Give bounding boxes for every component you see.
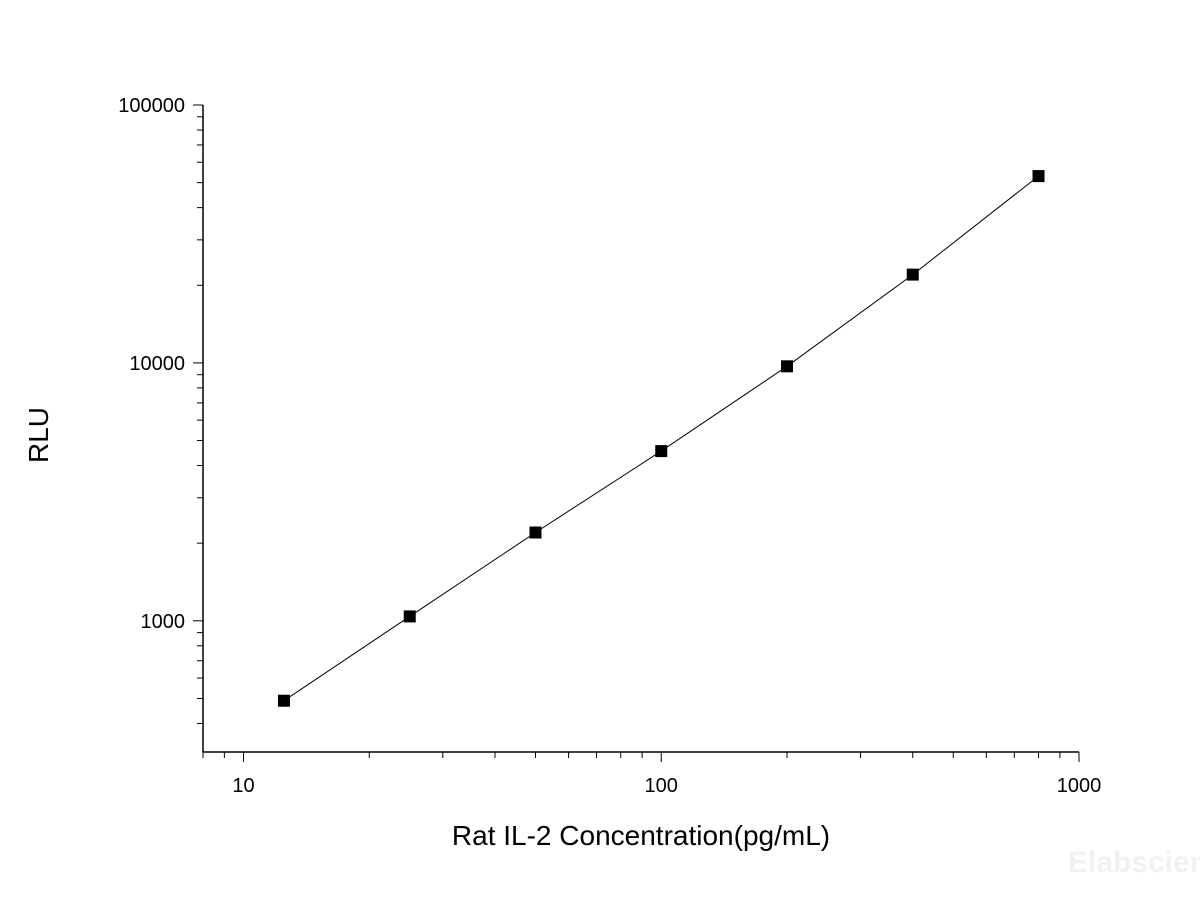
data-point [277, 694, 290, 707]
x-tick-label: 1000 [1057, 775, 1102, 797]
data-point [1032, 170, 1045, 183]
x-tick-label: 10 [232, 775, 254, 797]
data-point [403, 610, 416, 623]
axes [202, 105, 1079, 753]
tick-labels: 10 100 1000 1000 10000 100000 [118, 95, 1101, 797]
x-axis-title: Rat IL-2 Concentration(pg/mL) [452, 820, 830, 851]
y-tick-label: 10000 [129, 353, 185, 375]
x-tick-label: 100 [645, 775, 678, 797]
data-point [655, 445, 668, 458]
y-tick-label: 100000 [118, 95, 185, 117]
y-axis-title: RLU [23, 407, 54, 463]
data-points [277, 170, 1045, 707]
y-tick-label: 1000 [141, 611, 186, 633]
watermark: Elabscience [1068, 846, 1200, 879]
ticks [193, 104, 1080, 762]
data-point [781, 360, 793, 373]
data-point [529, 526, 542, 539]
data-point [906, 268, 919, 281]
series-line [283, 175, 1039, 702]
